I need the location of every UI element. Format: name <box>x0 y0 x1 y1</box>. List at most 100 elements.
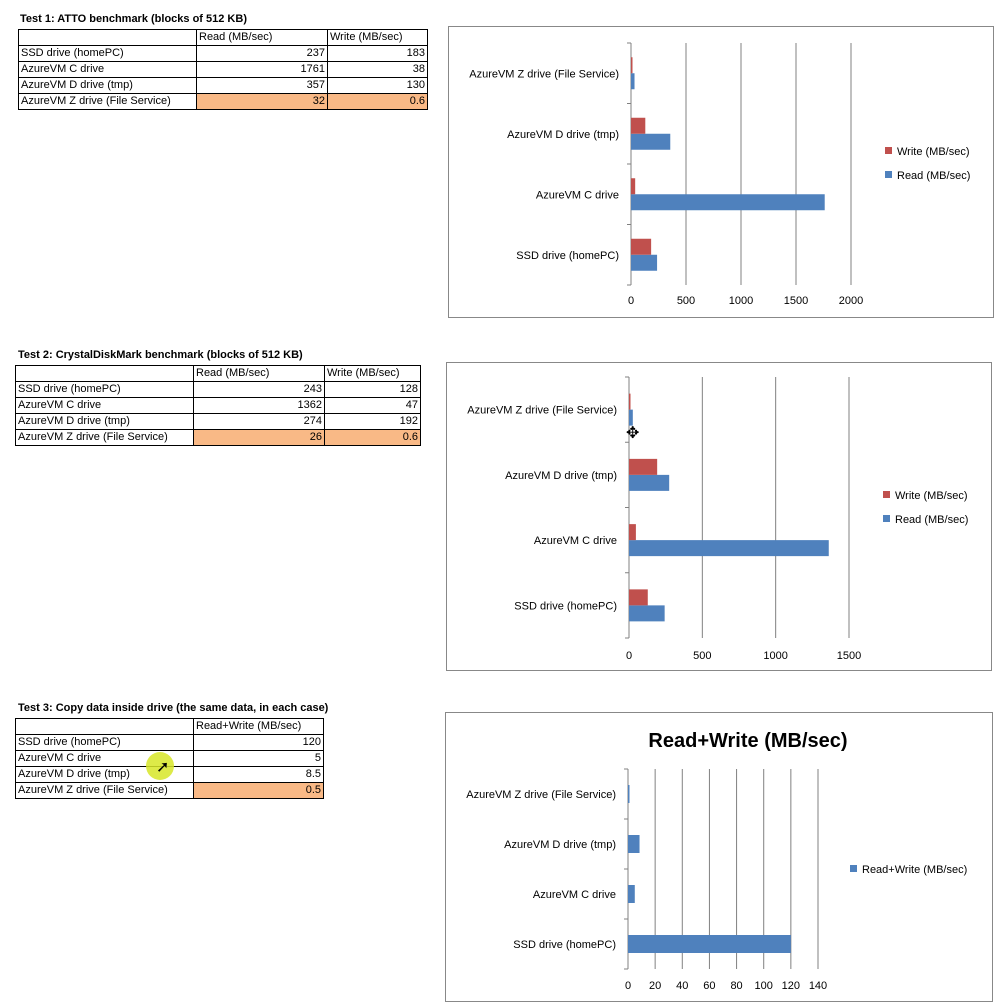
row-label[interactable]: AzureVM C drive <box>15 397 194 414</box>
x-tick-label: 1500 <box>837 650 861 662</box>
chart-3[interactable]: Read+Write (MB/sec) 0 20 40 60 80 100 120 140 SSD… <box>445 712 993 1002</box>
y-category-label: AzureVM D drive (tmp) <box>505 470 617 482</box>
read-cell[interactable]: 357 <box>196 77 328 94</box>
y-category-label: AzureVM C drive <box>534 535 617 547</box>
write-cell[interactable]: 130 <box>327 77 428 94</box>
legend-swatch <box>885 171 892 178</box>
header-cell[interactable] <box>15 718 194 735</box>
table-header-row: Read (MB/sec) Write (MB/sec) <box>15 365 421 382</box>
row-label[interactable]: AzureVM C drive <box>18 61 197 78</box>
bar-read+write-mb-sec-[interactable] <box>628 885 635 903</box>
read-cell[interactable]: 274 <box>193 413 325 430</box>
table-row: SSD drive (homePC) 243 128 <box>15 381 421 398</box>
row-label[interactable]: AzureVM D drive (tmp) <box>15 413 194 430</box>
bar-write-mb-sec-[interactable] <box>629 589 648 606</box>
row-label[interactable]: SSD drive (homePC) <box>15 381 194 398</box>
x-tick-label: 0 <box>628 295 634 307</box>
y-category-label: SSD drive (homePC) <box>513 939 616 951</box>
table-header-row: Read (MB/sec) Write (MB/sec) <box>18 29 428 46</box>
table-row: AzureVM D drive (tmp) 357 130 <box>18 77 428 94</box>
test3-table: Read+Write (MB/sec) SSD drive (homePC) 1… <box>15 718 324 799</box>
table-row: AzureVM D drive (tmp) 274 192 <box>15 413 421 430</box>
value-cell[interactable]: 0.5 <box>193 782 324 799</box>
y-category-label: AzureVM Z drive (File Service) <box>466 789 616 801</box>
read-cell[interactable]: 32 <box>196 93 328 110</box>
bar-read-mb-sec-[interactable] <box>629 540 829 557</box>
value-cell[interactable]: 5 <box>193 750 324 767</box>
bar-read-mb-sec-[interactable] <box>629 409 633 426</box>
x-tick-label: 140 <box>809 980 827 992</box>
test3-title: Test 3: Copy data inside drive (the same… <box>18 702 329 714</box>
header-cell[interactable]: Read (MB/sec) <box>193 365 325 382</box>
row-label[interactable]: AzureVM Z drive (File Service) <box>15 429 194 446</box>
write-cell[interactable]: 128 <box>324 381 421 398</box>
y-category-label: AzureVM Z drive (File Service) <box>469 68 619 80</box>
write-cell[interactable]: 192 <box>324 413 421 430</box>
bar-write-mb-sec-[interactable] <box>629 524 636 541</box>
write-cell[interactable]: 183 <box>327 45 428 62</box>
test2-title: Test 2: CrystalDiskMark benchmark (block… <box>18 349 303 361</box>
read-cell[interactable]: 243 <box>193 381 325 398</box>
y-category-label: SSD drive (homePC) <box>514 600 617 612</box>
table-row: AzureVM Z drive (File Service) 32 0.6 <box>18 93 428 110</box>
y-category-label: AzureVM Z drive (File Service) <box>467 405 617 417</box>
write-cell[interactable]: 0.6 <box>324 429 421 446</box>
chart-title: Read+Write (MB/sec) <box>648 730 847 752</box>
bar-read-mb-sec-[interactable] <box>629 474 670 491</box>
legend-label: Write (MB/sec) <box>897 146 970 158</box>
bar-read-mb-sec-[interactable] <box>631 133 671 150</box>
read-cell[interactable]: 237 <box>196 45 328 62</box>
bar-read+write-mb-sec-[interactable] <box>628 935 791 953</box>
bar-write-mb-sec-[interactable] <box>629 393 631 410</box>
x-tick-label: 1000 <box>729 295 753 307</box>
test2-table: Read (MB/sec) Write (MB/sec) SSD drive (… <box>15 365 421 446</box>
table-row: AzureVM C drive 1362 47 <box>15 397 421 414</box>
pointer-cursor-icon: ➚ <box>156 759 170 776</box>
y-category-label: AzureVM D drive (tmp) <box>507 129 619 141</box>
row-label[interactable]: AzureVM Z drive (File Service) <box>15 782 194 799</box>
header-cell[interactable]: Read (MB/sec) <box>196 29 328 46</box>
write-cell[interactable]: 47 <box>324 397 421 414</box>
move-cursor-icon: ✥ <box>626 425 640 442</box>
bar-write-mb-sec-[interactable] <box>631 178 636 195</box>
header-cell[interactable] <box>15 365 194 382</box>
header-cell[interactable]: Write (MB/sec) <box>324 365 421 382</box>
header-cell[interactable]: Read+Write (MB/sec) <box>193 718 324 735</box>
legend-label: Write (MB/sec) <box>895 490 968 502</box>
header-cell[interactable] <box>18 29 197 46</box>
read-cell[interactable]: 1761 <box>196 61 328 78</box>
table-row: AzureVM Z drive (File Service) 26 0.6 <box>15 429 421 446</box>
chart-2-svg: 0 500 1000 1500 SSD drive (homePC) AzureVM C … <box>467 376 968 662</box>
bar-read-mb-sec-[interactable] <box>631 254 658 271</box>
chart-1[interactable]: 0 500 1000 1500 2000 SSD drive (homePC) AzureV… <box>448 26 994 318</box>
table-row: AzureVM Z drive (File Service) 0.5 <box>15 782 324 799</box>
bar-read+write-mb-sec-[interactable] <box>628 835 640 853</box>
bar-read-mb-sec-[interactable] <box>629 605 665 622</box>
x-tick-label: 500 <box>693 650 711 662</box>
bar-write-mb-sec-[interactable] <box>629 458 658 475</box>
y-category-label: AzureVM C drive <box>533 889 616 901</box>
row-label[interactable]: AzureVM Z drive (File Service) <box>18 93 197 110</box>
bar-read-mb-sec-[interactable] <box>631 73 635 90</box>
row-label[interactable]: SSD drive (homePC) <box>18 45 197 62</box>
header-cell[interactable]: Write (MB/sec) <box>327 29 428 46</box>
y-category-label: AzureVM C drive <box>536 189 619 201</box>
row-label[interactable]: SSD drive (homePC) <box>15 734 194 751</box>
value-cell[interactable]: 120 <box>193 734 324 751</box>
write-cell[interactable]: 0.6 <box>327 93 428 110</box>
chart-2[interactable]: 0 500 1000 1500 SSD drive (homePC) AzureVM C … <box>446 362 992 671</box>
write-cell[interactable]: 38 <box>327 61 428 78</box>
row-label[interactable]: AzureVM D drive (tmp) <box>18 77 197 94</box>
bar-read-mb-sec-[interactable] <box>631 194 825 211</box>
value-cell[interactable]: 8.5 <box>193 766 324 783</box>
x-tick-label: 1500 <box>784 295 808 307</box>
read-cell[interactable]: 26 <box>193 429 325 446</box>
read-cell[interactable]: 1362 <box>193 397 325 414</box>
x-tick-label: 120 <box>782 980 800 992</box>
bar-write-mb-sec-[interactable] <box>631 57 633 74</box>
bar-write-mb-sec-[interactable] <box>631 238 652 255</box>
chart-1-svg: 0 500 1000 1500 2000 SSD drive (homePC) AzureV… <box>469 42 970 307</box>
bar-write-mb-sec-[interactable] <box>631 117 646 134</box>
bar-read+write-mb-sec-[interactable] <box>628 785 630 803</box>
x-tick-label: 20 <box>649 980 661 992</box>
